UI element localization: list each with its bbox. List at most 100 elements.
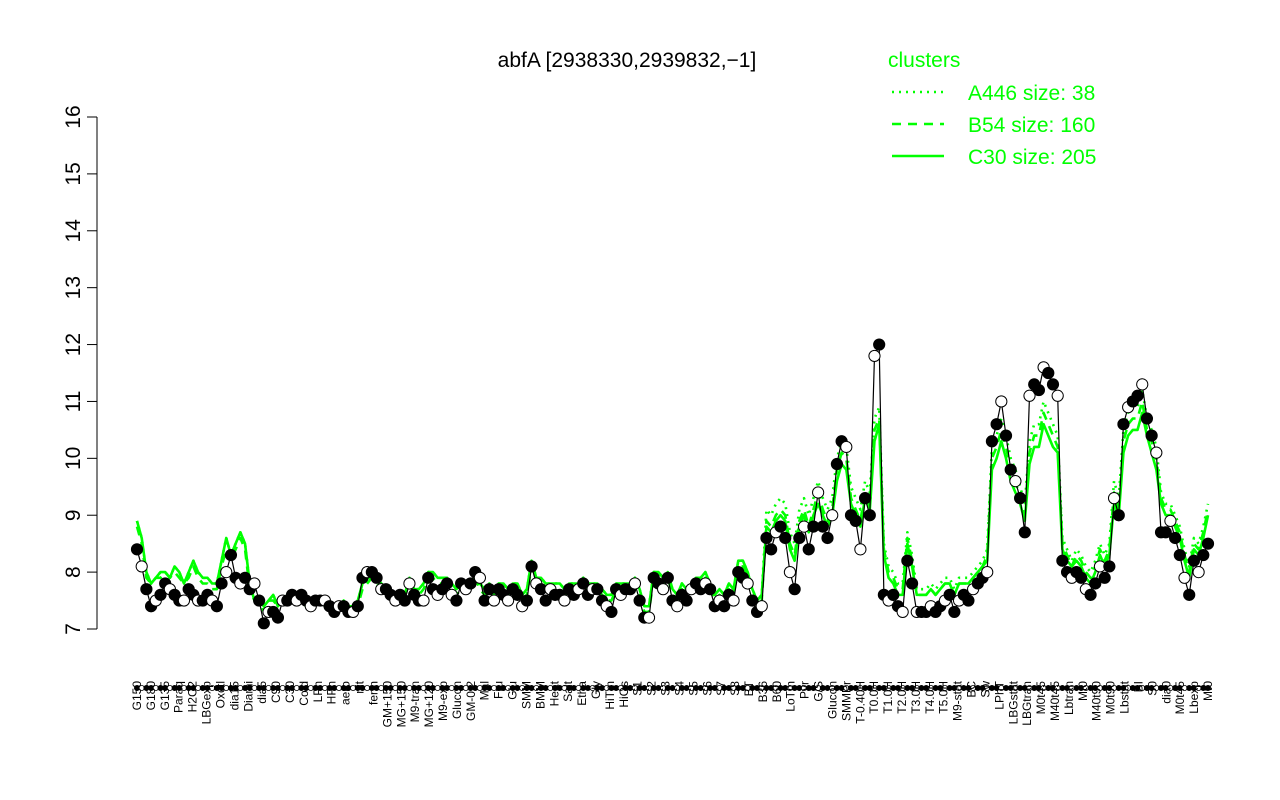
y-tick-label: 15 <box>62 162 85 185</box>
x-tick-label: M9-stat <box>951 680 965 721</box>
x-tick-label: Mal <box>478 681 492 700</box>
data-point <box>985 435 999 448</box>
data-point <box>703 583 717 596</box>
data-point <box>1042 366 1055 380</box>
data-point <box>1112 509 1125 522</box>
data-point <box>271 611 285 624</box>
data-point <box>1032 383 1045 397</box>
x-tick-label: H2O2 <box>186 681 200 713</box>
x-tick-label: Mt0 <box>1076 681 1090 701</box>
data-point <box>863 509 876 522</box>
x-tick-label: B36 <box>756 681 770 703</box>
x-tick-label: Glucon <box>825 681 839 719</box>
data-point <box>487 594 501 607</box>
data-point <box>130 543 144 556</box>
x-tick-label: Glucon <box>450 681 464 719</box>
legend-label: C30 size: 205 <box>968 146 1096 169</box>
y-tick-label: 10 <box>62 447 85 470</box>
data-point <box>351 600 364 613</box>
data-point <box>765 543 778 556</box>
data-point <box>370 571 383 584</box>
data-point <box>826 509 839 522</box>
y-tick-label: 16 <box>62 105 85 128</box>
x-tick-label: S6 <box>700 681 714 696</box>
x-tick-label: S4 <box>672 681 686 696</box>
data-point <box>422 571 435 584</box>
data-point <box>1075 571 1088 584</box>
data-point <box>999 429 1013 442</box>
points-layer <box>130 338 1215 630</box>
data-point <box>238 571 252 584</box>
data-point <box>511 588 524 601</box>
data-point <box>887 588 900 601</box>
data-point <box>417 594 430 607</box>
data-point <box>671 600 684 613</box>
data-point <box>1169 531 1182 545</box>
data-point <box>788 583 801 596</box>
data-point <box>1117 418 1130 431</box>
x-tick-label: LBGtran <box>1020 681 1034 726</box>
x-tick-label: T5.0H <box>937 681 951 714</box>
x-tick-label: M0t45 <box>1173 681 1187 715</box>
x-tick-label: M40t45 <box>1048 681 1062 721</box>
x-tick-label: BI <box>1131 681 1145 692</box>
x-tick-label: Heat <box>547 680 561 706</box>
x-tick-label: M9-exp <box>436 681 450 721</box>
data-point <box>1164 514 1177 528</box>
x-tick-label: SMMPr <box>839 681 853 721</box>
data-point <box>220 566 233 579</box>
x-tick-label: LPh <box>311 681 325 702</box>
data-point <box>948 605 961 619</box>
data-point <box>210 600 223 613</box>
data-point <box>248 577 261 590</box>
data-point <box>1197 548 1210 562</box>
data-point <box>981 566 994 579</box>
legend-title: clusters <box>888 49 960 72</box>
data-point <box>224 548 238 562</box>
data-point <box>177 594 191 607</box>
x-tick-label: S0 <box>1145 681 1159 696</box>
data-point <box>905 577 919 590</box>
x-tick-label: BMM <box>533 681 547 709</box>
data-point <box>858 492 872 505</box>
data-point <box>1004 463 1017 476</box>
data-point <box>802 543 815 556</box>
x-tick-label: MG+120 <box>422 681 436 728</box>
data-point <box>896 605 909 619</box>
x-tick-label: S2 <box>645 681 659 696</box>
data-point <box>816 520 829 533</box>
data-point <box>605 605 618 619</box>
data-point <box>1089 577 1102 590</box>
chart-title: abfA [2938330,2939832,−1] <box>498 49 757 72</box>
x-tick-label: C90 <box>269 681 283 703</box>
data-point <box>558 594 571 607</box>
data-point <box>840 440 853 454</box>
data-point <box>628 577 642 590</box>
data-point <box>727 594 740 607</box>
x-tick-label: dia0 <box>1159 681 1173 704</box>
cluster-series-line <box>135 400 1210 614</box>
x-tick-label: Lbstat <box>1118 680 1132 713</box>
data-point <box>520 594 533 607</box>
x-tick-label: Pyr <box>798 681 812 699</box>
data-point <box>1009 474 1022 488</box>
y-tick-label: 7 <box>62 623 85 635</box>
data-point <box>1046 378 1060 391</box>
data-point <box>1173 548 1186 562</box>
data-point <box>257 617 270 630</box>
data-point <box>1103 560 1116 573</box>
data-point <box>1014 492 1027 505</box>
data-point <box>657 583 670 596</box>
x-tick-label: G/S <box>812 681 826 702</box>
data-point <box>1107 492 1121 505</box>
data-point <box>501 594 515 607</box>
data-point <box>473 571 487 584</box>
x-tick-label: Oxctl <box>213 681 227 708</box>
data-point <box>591 583 604 596</box>
x-tick-label: LBGexp <box>200 681 214 725</box>
x-tick-label: Glu <box>506 681 520 700</box>
data-point <box>1183 588 1196 601</box>
data-point <box>1201 537 1215 550</box>
data-point <box>854 543 867 556</box>
